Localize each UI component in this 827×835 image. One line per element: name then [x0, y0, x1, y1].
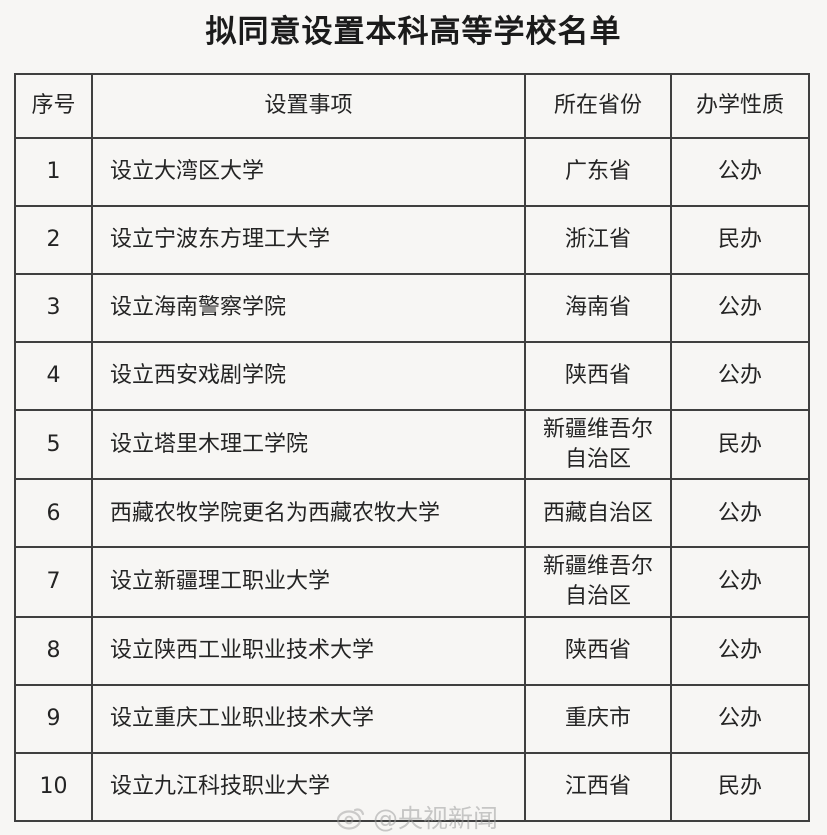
school-nature-cell: 公办 — [670, 546, 810, 618]
setup-item-cell: 设立塔里木理工学院 — [91, 408, 526, 481]
row-number-cell: 6 — [14, 478, 93, 549]
row-number-cell: 10 — [14, 751, 93, 822]
setup-item-cell: 设立西安戏剧学院 — [91, 341, 526, 411]
row-number-cell: 8 — [14, 615, 93, 686]
table-header-row: 序号 设置事项 所在省份 办学性质 — [14, 73, 810, 139]
province-cell: 新疆维吾尔自治区 — [524, 546, 672, 618]
province-cell: 广东省 — [524, 137, 672, 207]
setup-item-cell: 西藏农牧学院更名为西藏农牧大学 — [91, 478, 526, 549]
page-title: 拟同意设置本科高等学校名单 — [205, 14, 622, 50]
setup-item-cell: 设立重庆工业职业技术大学 — [91, 683, 526, 754]
school-nature-cell: 公办 — [670, 273, 810, 343]
table-row: 6 西藏农牧学院更名为西藏农牧大学 西藏自治区 公办 — [14, 478, 810, 549]
table-row: 1 设立大湾区大学 广东省 公办 — [14, 137, 810, 207]
header-cell-nature: 办学性质 — [670, 73, 810, 139]
header-cell-number: 序号 — [14, 73, 93, 139]
row-number-cell: 3 — [14, 273, 93, 343]
table-row: 5 设立塔里木理工学院 新疆维吾尔自治区 民办 — [14, 408, 810, 481]
table-row: 8 设立陕西工业职业技术大学 陕西省 公办 — [14, 615, 810, 686]
header-cell-item: 设置事项 — [91, 73, 526, 139]
province-cell: 新疆维吾尔自治区 — [524, 408, 672, 481]
school-nature-cell: 公办 — [670, 683, 810, 754]
school-nature-cell: 公办 — [670, 341, 810, 411]
table-row: 3 设立海南警察学院 海南省 公办 — [14, 273, 810, 343]
table-row: 4 设立西安戏剧学院 陕西省 公办 — [14, 341, 810, 411]
province-cell: 西藏自治区 — [524, 478, 672, 549]
school-nature-cell: 民办 — [670, 408, 810, 481]
province-cell: 陕西省 — [524, 615, 672, 686]
province-cell: 浙江省 — [524, 205, 672, 275]
table-row: 9 设立重庆工业职业技术大学 重庆市 公办 — [14, 683, 810, 754]
province-cell: 陕西省 — [524, 341, 672, 411]
province-cell: 江西省 — [524, 751, 672, 822]
row-number-cell: 2 — [14, 205, 93, 275]
row-number-cell: 7 — [14, 546, 93, 618]
school-nature-cell: 公办 — [670, 478, 810, 549]
school-nature-cell: 公办 — [670, 615, 810, 686]
setup-item-cell: 设立九江科技职业大学 — [91, 751, 526, 822]
setup-item-cell: 设立海南警察学院 — [91, 273, 526, 343]
row-number-cell: 9 — [14, 683, 93, 754]
table-row: 7 设立新疆理工职业大学 新疆维吾尔自治区 公办 — [14, 546, 810, 618]
school-nature-cell: 民办 — [670, 751, 810, 822]
setup-item-cell: 设立陕西工业职业技术大学 — [91, 615, 526, 686]
universities-table: 序号 设置事项 所在省份 办学性质 1 设立大湾区大学 广东省 公办 2 设立宁波东方理工… — [14, 73, 810, 822]
table-body: 1 设立大湾区大学 广东省 公办 2 设立宁波东方理工大学 浙江省 民办 3 设立海南警察学院 海南… — [14, 137, 810, 822]
province-cell: 海南省 — [524, 273, 672, 343]
province-cell: 重庆市 — [524, 683, 672, 754]
row-number-cell: 5 — [14, 408, 93, 481]
school-nature-cell: 民办 — [670, 205, 810, 275]
row-number-cell: 1 — [14, 137, 93, 207]
header-cell-province: 所在省份 — [524, 73, 672, 139]
school-nature-cell: 公办 — [670, 137, 810, 207]
table-row: 2 设立宁波东方理工大学 浙江省 民办 — [14, 205, 810, 275]
setup-item-cell: 设立宁波东方理工大学 — [91, 205, 526, 275]
setup-item-cell: 设立大湾区大学 — [91, 137, 526, 207]
setup-item-cell: 设立新疆理工职业大学 — [91, 546, 526, 618]
row-number-cell: 4 — [14, 341, 93, 411]
table-row: 10 设立九江科技职业大学 江西省 民办 — [14, 751, 810, 822]
